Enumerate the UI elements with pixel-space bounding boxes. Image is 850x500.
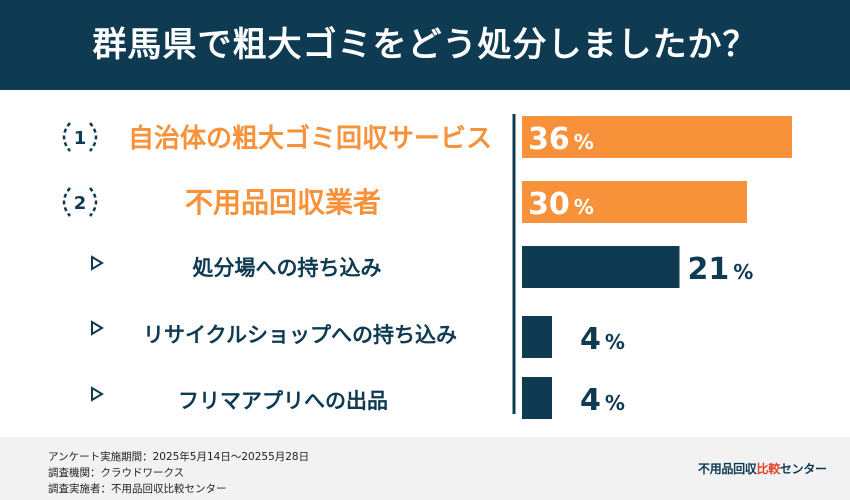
value-label-junk-removal: 30%: [528, 187, 594, 222]
survey-conductor-note: 調査実施者：不用品回収比較センター: [48, 483, 227, 495]
category-label-junk-removal: 不用品回収業者: [185, 186, 381, 219]
bar-disposal-site: [522, 246, 680, 288]
value-label-municipal-service: 36%: [528, 122, 594, 157]
value-label-recycle-shop: 4%: [580, 322, 625, 357]
bar-recycle-shop: [522, 316, 552, 358]
rank-2-laurel-icon: [62, 187, 98, 217]
category-label-flea-market-app: フリマアプリへの出品: [178, 389, 388, 413]
category-label-disposal-site: 処分場への持ち込み: [193, 256, 382, 280]
bar-junk-removal: [522, 181, 747, 223]
bullet-triangle-icon: [91, 386, 104, 402]
brand-text-2: 比較: [756, 462, 781, 476]
value-label-disposal-site: 21%: [688, 252, 754, 287]
survey-agency-note: 調査機関：クラウドワークス: [48, 467, 185, 479]
page-title: 群馬県で粗大ゴミをどう処分しましたか？: [92, 25, 758, 65]
rank-label-2: 2: [74, 193, 87, 214]
category-label-recycle-shop: リサイクルショップへの持ち込み: [143, 323, 457, 347]
category-label-municipal-service: 自治体の粗大ゴミ回収サービス: [128, 123, 492, 154]
header-banner: 群馬県で粗大ゴミをどう処分しましたか？: [0, 0, 850, 90]
brand-logo: 不用品回収比較センター: [698, 460, 838, 477]
value-label-flea-market-app: 4%: [580, 383, 625, 418]
rank-label-1: 1: [74, 128, 87, 149]
brand-text-1: 不用品回収: [698, 462, 757, 476]
bullet-triangle-icon: [91, 255, 104, 271]
bar-municipal-service: [522, 116, 792, 158]
survey-period-note: アンケート実施期間：2025年5月14日〜20255月28日: [48, 451, 310, 463]
bar-flea-market-app: [522, 377, 552, 419]
rank-1-laurel-icon: [62, 122, 98, 152]
brand-text-3: センター: [779, 462, 827, 476]
bullet-triangle-icon: [91, 320, 104, 336]
